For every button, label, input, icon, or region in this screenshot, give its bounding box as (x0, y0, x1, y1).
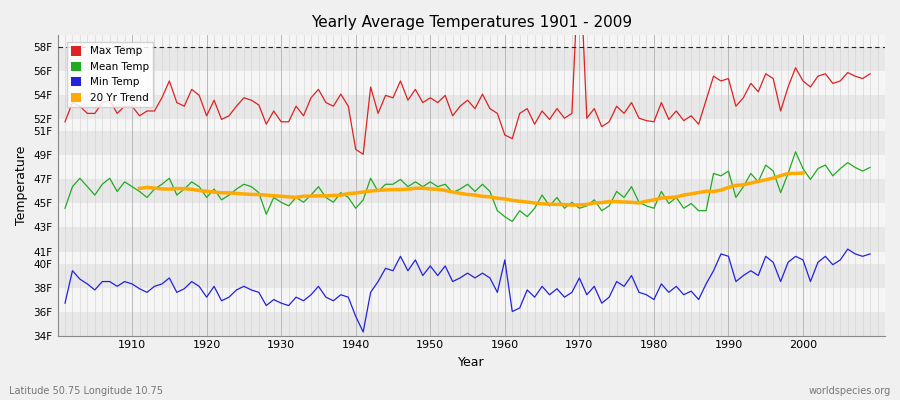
Legend: Max Temp, Mean Temp, Min Temp, 20 Yr Trend: Max Temp, Mean Temp, Min Temp, 20 Yr Tre… (67, 42, 153, 107)
Bar (58, 252, 885, 264)
Title: Yearly Average Temperatures 1901 - 2009: Yearly Average Temperatures 1901 - 2009 (310, 15, 632, 30)
Bar (58, 156, 885, 180)
Bar (58, 95, 885, 120)
Bar (58, 120, 885, 132)
Text: worldspecies.org: worldspecies.org (809, 386, 891, 396)
Bar (58, 312, 885, 336)
Bar (58, 71, 885, 95)
Bar (58, 180, 885, 204)
X-axis label: Year: Year (458, 356, 484, 369)
Bar (58, 204, 885, 228)
Bar (58, 47, 885, 71)
Y-axis label: Temperature: Temperature (15, 146, 28, 225)
Bar (58, 228, 885, 252)
Text: Latitude 50.75 Longitude 10.75: Latitude 50.75 Longitude 10.75 (9, 386, 163, 396)
Bar (58, 288, 885, 312)
Bar (58, 132, 885, 156)
Bar (58, 264, 885, 288)
Bar (58, 35, 885, 47)
